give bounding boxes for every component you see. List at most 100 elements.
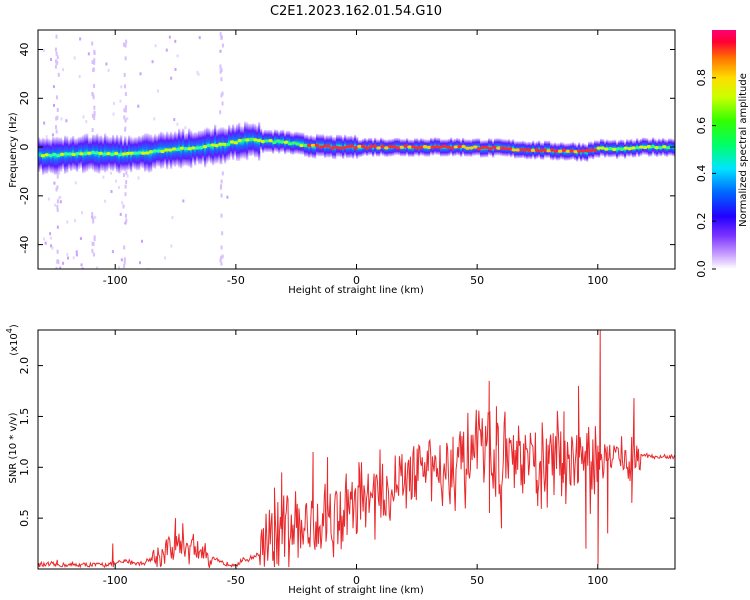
speckle [73,56,76,60]
ridge-point [492,145,497,149]
speckle [59,195,62,199]
ridge-point [353,146,358,150]
streak-cell [92,219,95,224]
band-column [616,141,619,160]
colorbar: 0.0 0.2 0.4 0.6 0.8 Normalized spectral ampl… [695,30,749,278]
ridge-point [426,145,432,149]
colorbar-tick-label: 0.0 [695,260,708,278]
ridge-point [368,144,374,149]
ridge-point [388,145,393,149]
band-column [288,130,291,153]
band-column [330,135,333,158]
speckle [112,101,115,105]
ridge-point [411,145,416,149]
band-column [300,132,303,155]
speckle [120,85,123,89]
streak-cell [221,91,224,96]
ridge-point [473,145,478,149]
ridge-point [538,149,544,153]
streak-cell [220,255,223,260]
band-column [314,136,317,159]
ridge-point [40,154,46,158]
ridge-point [318,145,323,149]
snr-panel: -100 -50 0 50 100 0.5 1.0 1.5 2.0 Height of str… [5,324,676,596]
band-column [450,137,453,155]
ridge-point [542,148,547,152]
ridge-point [639,145,644,149]
band-column [40,139,43,170]
speckle [126,174,129,178]
speckle [66,253,69,257]
streak-cell [54,64,57,69]
ridge-point [98,151,103,156]
spectrogram-panel: -100 -50 0 50 100 -40 -20 0 20 40 Height of stra… [8,29,676,296]
ridge-point [650,145,656,149]
y-tick-label: 1.0 [18,459,31,477]
ridge-point [361,144,366,149]
ridge-point [453,145,459,149]
ridge-point [164,148,169,152]
streak-cell [124,127,127,132]
ridge-point [252,138,258,142]
band-column [224,128,227,164]
ridge-point [430,145,435,149]
speckle [174,67,177,71]
streak-cell [122,173,125,178]
speckle [49,232,52,236]
speckle [119,212,122,216]
speckle [110,189,113,193]
y-tick-label: 20 [18,91,31,105]
band-column [278,131,281,154]
ridge-point [141,151,146,155]
streak-cell [123,245,126,250]
streak-cell [220,93,223,98]
speckle [137,176,140,180]
ridge-point [48,153,53,158]
streak-cell [122,204,125,209]
ridge-point [56,154,61,158]
ridge-point [102,152,107,156]
band-column [542,142,545,160]
ridge-point [457,144,462,149]
x-tick-label: -100 [103,274,128,287]
streak-cell [91,248,94,253]
streak-cell [219,258,222,263]
speckle [60,117,63,121]
speckle [78,74,81,78]
streak-cell [124,92,127,97]
ridge-point [357,144,362,148]
ridge-point [168,148,173,152]
streak-cell [93,235,96,240]
speckle [174,39,177,43]
ridge-point [442,144,447,148]
ridge-point [295,142,300,146]
streak-cell [220,77,223,82]
streak-cell [93,105,96,110]
streak-cell [57,260,60,265]
ridge-point [523,148,528,152]
ridge-point [465,146,470,150]
speckle [65,119,68,123]
band-column [320,134,323,157]
ridge-point [384,146,389,150]
ridge-point [63,152,69,156]
band-column [256,125,259,158]
speckle [62,261,65,265]
band-column [240,126,243,159]
figure-title: C2E1.2023.162.01.54.G10 [270,4,442,19]
ridge-point [469,146,474,150]
ridge-point [658,146,663,150]
ridge-point [600,146,605,150]
ridge-point [511,148,517,152]
streak-cell [220,213,223,218]
ridge-point [554,149,559,153]
band-column [228,125,231,161]
speckle [107,68,110,72]
ridge-point [214,144,219,148]
speckle [171,216,174,220]
streak-cell [56,185,59,190]
band-column [488,138,491,156]
y-tick-label: -20 [18,187,31,205]
ridge-point [121,152,127,156]
band-column [672,139,675,157]
